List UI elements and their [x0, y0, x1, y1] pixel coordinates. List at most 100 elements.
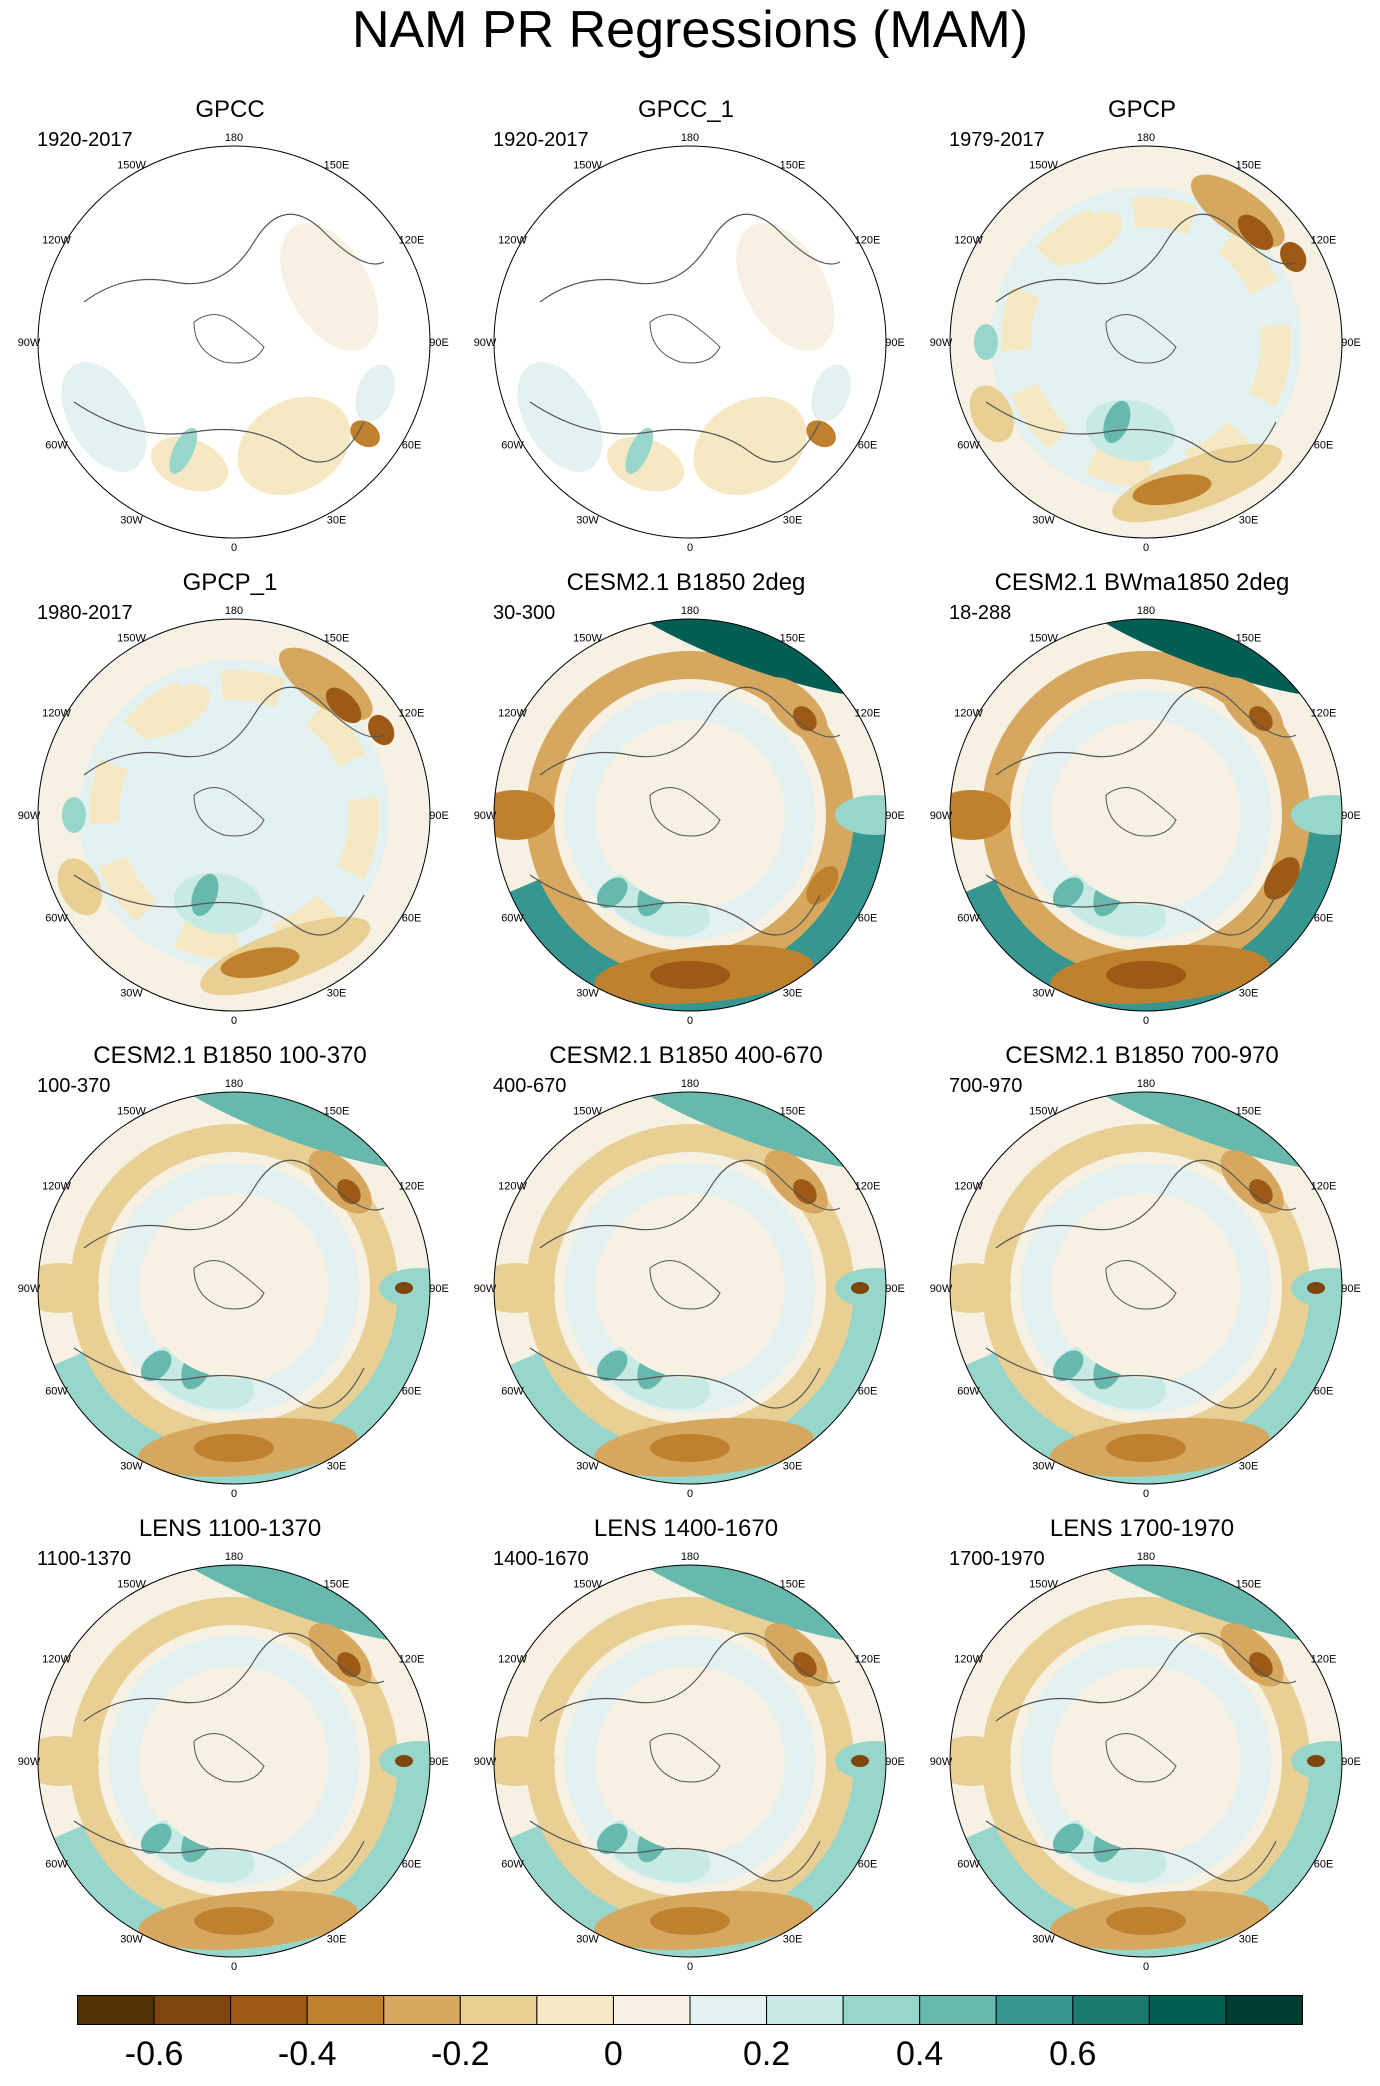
longitude-label: 30W — [120, 1934, 143, 1946]
coastline — [193, 787, 265, 837]
colorbar-swatch — [459, 1995, 538, 2025]
colorbar-swatch — [77, 1995, 155, 2025]
longitude-label: 180 — [225, 605, 243, 617]
longitude-label: 30E — [1239, 988, 1259, 1000]
longitude-label: 30E — [327, 988, 347, 1000]
negative-anomaly — [494, 1263, 555, 1313]
negative-anomaly — [950, 1263, 1011, 1313]
positive-anomaly — [379, 1268, 430, 1308]
coastline — [73, 874, 365, 936]
negative-anomaly — [1249, 1179, 1273, 1205]
positive-anomaly — [596, 877, 628, 909]
negative-anomaly — [969, 385, 1015, 443]
longitude-label: 90W — [930, 1283, 953, 1295]
colorbar-tick-label: 0 — [603, 2035, 623, 2073]
longitude-label: 30E — [783, 988, 803, 1000]
negative-anomaly — [38, 1263, 99, 1313]
coastline — [529, 401, 821, 463]
coastline — [1105, 787, 1177, 837]
panel-period: 1979-2017 — [949, 129, 1045, 151]
coastline — [83, 1159, 385, 1249]
negative-anomaly — [1249, 706, 1273, 732]
longitude-label: 120E — [399, 708, 425, 720]
negative-anomaly — [494, 1736, 555, 1786]
longitude-label: 90E — [429, 337, 449, 349]
colorbar-tick-label: 0.2 — [742, 2035, 791, 2073]
panel-title: CESM2.1 B1850 2deg — [566, 569, 806, 596]
precip-field — [494, 146, 886, 538]
positive-anomaly — [835, 1741, 886, 1781]
polar-cap — [600, 1198, 780, 1378]
longitude-label: 120W — [954, 1181, 983, 1193]
polar-map: 180 150E 120E 90E 60E 30E 0 30W 60W 90W 120W 150W — [930, 1078, 1361, 1500]
negative-anomaly — [1237, 214, 1274, 251]
panel-period: 1920-2017 — [493, 129, 589, 151]
coastline — [193, 314, 265, 364]
longitude-label: 120W — [42, 1654, 71, 1666]
longitude-label: 180 — [681, 132, 699, 144]
precip-field — [38, 619, 430, 1011]
longitude-label: 0 — [1143, 1488, 1149, 1500]
longitude-label: 60E — [1314, 1386, 1334, 1398]
panel-period: 1100-1370 — [37, 1548, 132, 1570]
negative-anomaly — [1106, 961, 1186, 989]
longitude-label: 0 — [687, 542, 693, 554]
longitude-label: 60W — [957, 440, 980, 452]
panel-period: 30-300 — [493, 602, 556, 624]
longitude-label: 60E — [1314, 440, 1334, 452]
negative-anomaly — [1249, 1652, 1273, 1678]
longitude-label: 90E — [1341, 1756, 1361, 1768]
precip-field — [38, 1565, 430, 1957]
colorbar-swatch — [919, 1995, 997, 2025]
panel-title: CESM2.1 B1850 700-970 — [1005, 1042, 1279, 1069]
colorbar-swatch — [1072, 1995, 1150, 2025]
colorbar-tick-labels: -0.6 -0.4 -0.2 0 0.2 0.4 0.6 — [0, 2032, 1380, 2082]
longitude-label: 90W — [474, 337, 497, 349]
precip-field — [494, 1092, 886, 1484]
map-panel: 180 150E 120E 90E 60E 30E 0 30W 60W 90W 120W 150W CE… — [912, 568, 1372, 1038]
coastline — [995, 213, 1297, 303]
negative-anomaly — [1106, 1907, 1186, 1935]
colorbar-swatch — [153, 1995, 232, 2025]
coastline — [529, 1820, 821, 1882]
negative-anomaly — [793, 706, 817, 732]
longitude-label: 0 — [231, 1488, 237, 1500]
longitude-label: 30W — [576, 988, 599, 1000]
positive-anomaly — [1291, 795, 1342, 835]
longitude-label: 90E — [885, 337, 905, 349]
coastline — [1105, 1733, 1177, 1783]
negative-anomaly — [220, 947, 300, 979]
longitude-label: 90W — [18, 810, 41, 822]
longitude-label: 150W — [117, 1579, 146, 1591]
panel-title: GPCP — [1107, 96, 1176, 123]
coastline — [539, 686, 841, 776]
longitude-label: 120E — [399, 1181, 425, 1193]
longitude-label: 90E — [429, 1756, 449, 1768]
precip-field — [950, 146, 1342, 538]
longitude-label: 150E — [780, 160, 806, 172]
mid-band — [1001, 197, 1291, 487]
map-border — [949, 618, 1343, 1012]
longitude-label: 30W — [120, 988, 143, 1000]
polar-cap — [600, 725, 780, 905]
colorbar-swatch — [766, 1995, 844, 2025]
longitude-label: 120W — [498, 708, 527, 720]
longitude-label: 90E — [429, 1283, 449, 1295]
longitude-label: 120E — [399, 235, 425, 247]
longitude-label: 150W — [117, 633, 146, 645]
longitude-label: 60W — [957, 1386, 980, 1398]
negative-anomaly — [395, 1755, 413, 1767]
positive-anomaly — [379, 1741, 430, 1781]
longitude-label: 60W — [957, 1859, 980, 1871]
polar-cap — [1056, 1671, 1236, 1851]
longitude-label: 30E — [1239, 1461, 1259, 1473]
longitude-label: 90W — [930, 337, 953, 349]
negative-anomaly — [57, 858, 103, 916]
map-panel: 180 150E 120E 90E 60E 30E 0 30W 60W 90W 120W 150W CE… — [456, 1041, 916, 1511]
longitude-label: 60E — [858, 1859, 878, 1871]
longitude-label: 120W — [954, 1654, 983, 1666]
negative-anomaly — [650, 961, 730, 989]
positive-anomaly — [596, 1823, 628, 1855]
longitude-label: 150W — [573, 633, 602, 645]
longitude-label: 0 — [1143, 1961, 1149, 1973]
